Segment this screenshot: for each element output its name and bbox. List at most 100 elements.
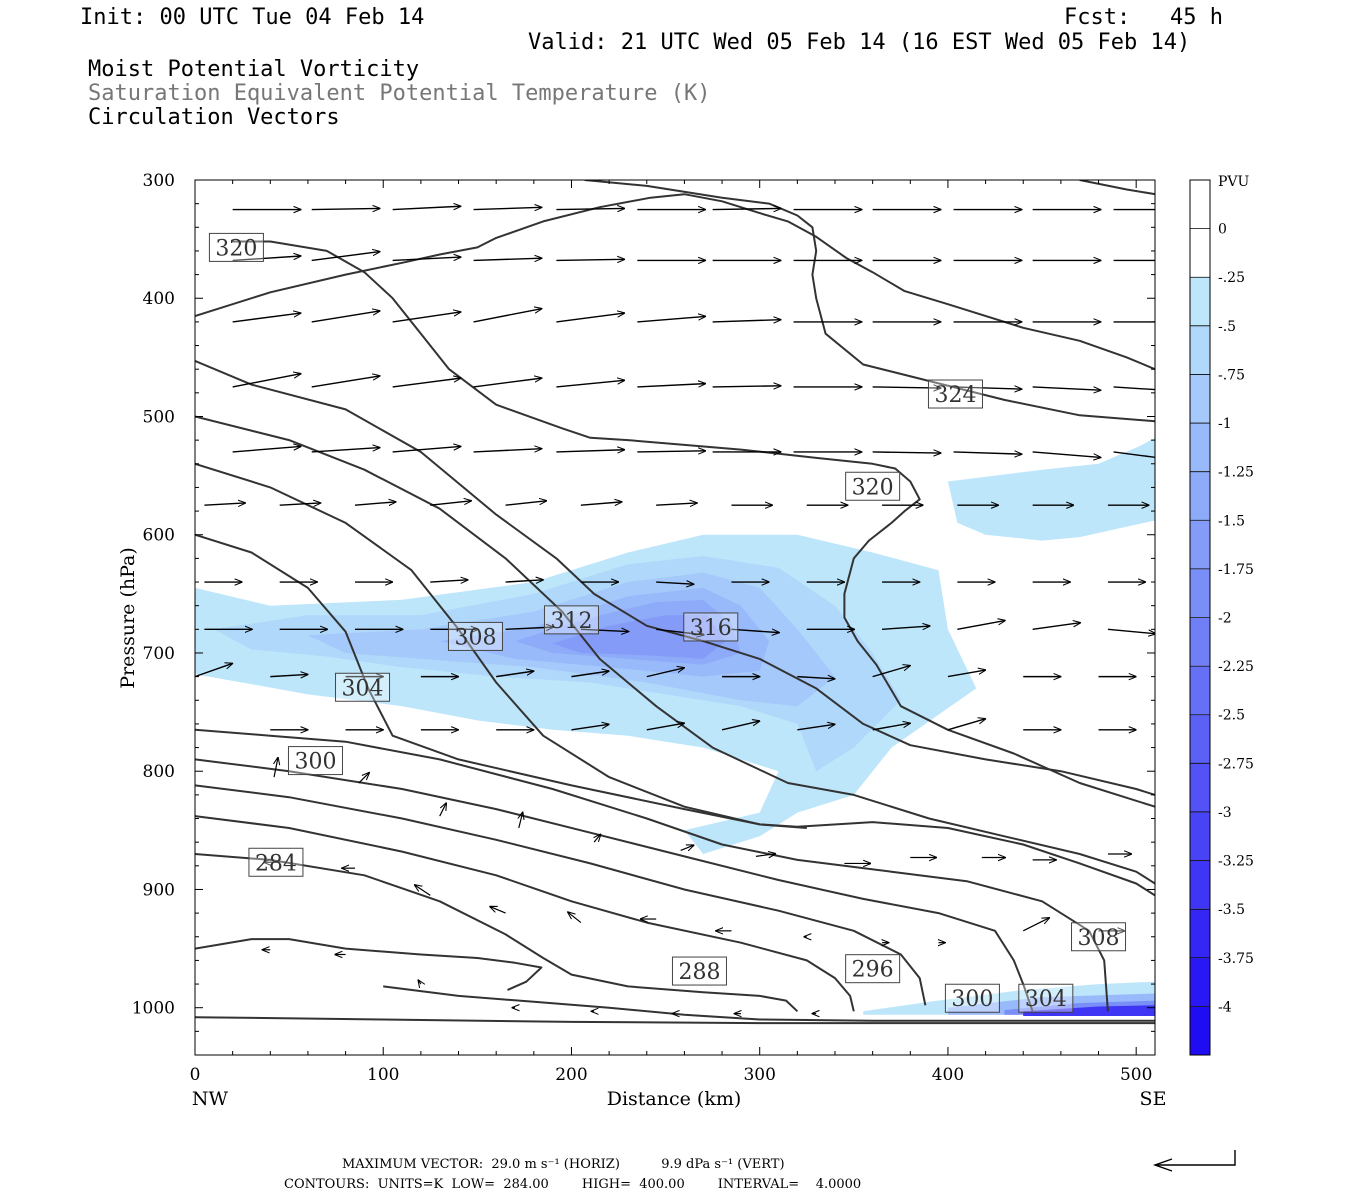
circulation-vector-59 <box>1113 451 1155 459</box>
circulation-vector-92 <box>656 628 704 635</box>
circulation-vectors <box>195 206 1155 1013</box>
contour-label-text: 312 <box>550 609 592 634</box>
contour-label-text: 300 <box>951 987 993 1012</box>
circulation-vector-103 <box>496 671 533 678</box>
contour-label-text: 300 <box>294 750 336 775</box>
circulation-vector-1 <box>311 208 380 209</box>
circulation-vector-65 <box>580 502 622 505</box>
circulation-vector-138 <box>415 885 431 896</box>
circulation-vector-46 <box>1032 387 1101 390</box>
x-tick-label: 0 <box>190 1065 201 1085</box>
circulation-vector-40 <box>556 380 624 388</box>
circulation-vector-29 <box>637 316 705 323</box>
colorbar-label: -2 <box>1218 611 1232 627</box>
circulation-vector-25 <box>311 311 380 323</box>
contour-label-312-3: 312 <box>543 605 599 635</box>
circulation-vector-66 <box>656 503 697 505</box>
contour-label-text: 324 <box>934 383 976 408</box>
x-axis-title: Distance (km) <box>607 1088 742 1110</box>
pv-shading <box>195 437 1155 1016</box>
circulation-vector-93 <box>731 629 779 632</box>
circulation-vector-60 <box>204 503 245 505</box>
theta-contour-304-5 <box>195 728 1109 1012</box>
y-tick-label: 400 <box>143 289 175 309</box>
y-tick-label: 300 <box>143 171 175 191</box>
y-tick-label: 900 <box>143 880 175 900</box>
circulation-vector-6 <box>712 208 781 209</box>
x-end-left: NW <box>192 1088 229 1110</box>
colorbar-label: -1.5 <box>1218 513 1245 529</box>
circulation-vector-48 <box>232 446 301 453</box>
circulation-vector-117 <box>646 723 684 731</box>
y-tick-label: 600 <box>143 526 175 546</box>
y-tick-label: 700 <box>143 644 175 664</box>
x-end-right: SE <box>1140 1088 1167 1110</box>
theta-contour-300-4 <box>195 758 1034 1012</box>
circulation-vector-49 <box>311 448 380 453</box>
theta-contour-300-14 <box>195 1016 1155 1025</box>
circulation-vector-12 <box>232 256 301 262</box>
circulation-vector-2 <box>392 206 461 209</box>
contour-label-text: 308 <box>1078 926 1120 951</box>
contour-label-320-0: 320 <box>208 232 264 262</box>
contour-label-308-5: 308 <box>447 621 503 651</box>
x-tick-label: 300 <box>743 1065 775 1085</box>
colorbar-cell-13 <box>1189 811 1211 861</box>
circulation-vector-51 <box>473 449 542 452</box>
field-title-theta-es: Saturation Equivalent Potential Temperat… <box>88 81 711 106</box>
theta-contour-324-13 <box>1079 180 1155 196</box>
circulation-vector-129 <box>680 845 694 850</box>
circulation-vector-63 <box>430 501 471 506</box>
colorbar-cell-14 <box>1189 860 1211 910</box>
colorbar-cell-8 <box>1189 568 1211 618</box>
theta-contour-320-11 <box>232 240 1155 808</box>
circulation-vector-100 <box>270 674 307 676</box>
plot-frame <box>194 179 1156 1056</box>
colorbar-label: -1.25 <box>1218 465 1254 481</box>
y-tick-label: 1000 <box>132 999 175 1019</box>
contour-label-296-10: 296 <box>845 954 901 984</box>
forecast-hour: Fcst: 45 h <box>1064 5 1223 30</box>
circulation-vector-13 <box>311 252 380 262</box>
circulation-vector-56 <box>872 452 941 453</box>
field-title-vectors: Circulation Vectors <box>88 105 340 130</box>
colorbar-cell-3 <box>1189 325 1211 375</box>
circulation-vector-108 <box>872 666 910 678</box>
circulation-vector-105 <box>646 668 684 678</box>
colorbar-cell-11 <box>1189 714 1211 764</box>
colorbar-label: -2.25 <box>1218 659 1254 675</box>
colorbar-cell-10 <box>1189 665 1211 716</box>
theta-contour-324-12 <box>584 180 1155 423</box>
theta-contour-320-10 <box>195 193 1155 371</box>
circulation-vector-95 <box>882 626 930 629</box>
x-tick-label: 500 <box>1120 1065 1152 1085</box>
circulation-vector-139 <box>490 907 506 914</box>
circulation-vector-4 <box>556 208 624 209</box>
contour-label-324-1: 324 <box>927 379 983 409</box>
contour-label-text: 284 <box>255 851 297 876</box>
colorbar-label: -3.75 <box>1218 951 1254 967</box>
circulation-vector-64 <box>505 501 547 506</box>
contour-label-text: 296 <box>852 958 894 983</box>
circulation-vector-42 <box>712 386 781 387</box>
axes: 0 100 200 300 400 500 300 400 500 600 700 800 900 100… <box>132 171 1155 1085</box>
contour-label-288-9: 288 <box>671 956 727 986</box>
circulation-vector-30 <box>712 320 781 322</box>
circulation-vector-128 <box>594 834 601 843</box>
circulation-vector-77 <box>505 580 543 582</box>
circulation-vector-146 <box>1022 918 1049 932</box>
field-title-pv: Moist Potential Vorticity <box>88 57 420 82</box>
circulation-vector-28 <box>556 313 624 323</box>
circulation-vector-47 <box>1113 386 1155 391</box>
theta-contour-296-3 <box>195 784 927 1006</box>
pv-colorbar: PVU 0 -.25 -.5 -.75 -1 -1.25 -1.5 -1.75 -2 -2.25 -2… <box>1189 174 1254 1056</box>
colorbar-cell-15 <box>1189 908 1211 959</box>
contour-info-note: CONTOURS: UNITS=K LOW= 284.00 HIGH= 400.… <box>284 1177 862 1192</box>
circulation-vector-79 <box>656 582 693 584</box>
circulation-vector-39 <box>473 378 542 388</box>
circulation-vector-44 <box>872 387 941 388</box>
y-axis-title: Pressure (hPa) <box>117 547 139 689</box>
colorbar-cell-12 <box>1189 763 1211 813</box>
contour-label-308-13: 308 <box>1071 922 1127 952</box>
pv-shade-10 <box>1023 1005 1155 1016</box>
